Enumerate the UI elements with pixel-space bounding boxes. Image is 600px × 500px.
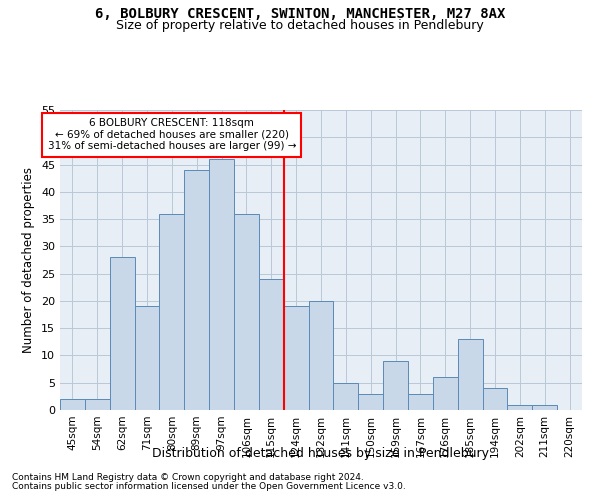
Bar	[308, 301, 334, 410]
Bar	[85, 399, 110, 410]
Bar	[482, 388, 508, 410]
Bar	[408, 394, 433, 410]
Bar	[284, 306, 308, 410]
Bar	[433, 378, 458, 410]
Bar	[160, 214, 184, 410]
Bar	[259, 279, 284, 410]
Y-axis label: Number of detached properties: Number of detached properties	[22, 167, 35, 353]
Bar	[334, 382, 358, 410]
Bar	[508, 404, 532, 410]
Bar	[60, 399, 85, 410]
Text: Contains public sector information licensed under the Open Government Licence v3: Contains public sector information licen…	[12, 482, 406, 491]
Bar	[234, 214, 259, 410]
Text: Distribution of detached houses by size in Pendlebury: Distribution of detached houses by size …	[152, 448, 490, 460]
Text: 6 BOLBURY CRESCENT: 118sqm
← 69% of detached houses are smaller (220)
31% of sem: 6 BOLBURY CRESCENT: 118sqm ← 69% of deta…	[47, 118, 296, 152]
Text: Size of property relative to detached houses in Pendlebury: Size of property relative to detached ho…	[116, 19, 484, 32]
Bar	[383, 361, 408, 410]
Bar	[110, 258, 134, 410]
Text: 6, BOLBURY CRESCENT, SWINTON, MANCHESTER, M27 8AX: 6, BOLBURY CRESCENT, SWINTON, MANCHESTER…	[95, 8, 505, 22]
Bar	[532, 404, 557, 410]
Bar	[134, 306, 160, 410]
Text: Contains HM Land Registry data © Crown copyright and database right 2024.: Contains HM Land Registry data © Crown c…	[12, 472, 364, 482]
Bar	[458, 339, 482, 410]
Bar	[184, 170, 209, 410]
Bar	[209, 159, 234, 410]
Bar	[358, 394, 383, 410]
